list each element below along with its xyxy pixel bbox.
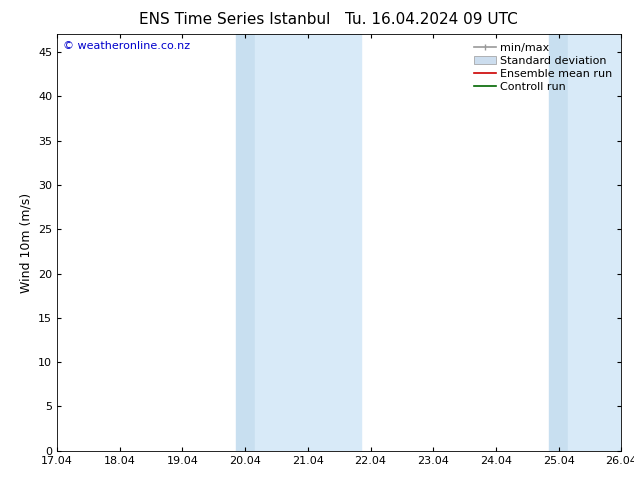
Text: Tu. 16.04.2024 09 UTC: Tu. 16.04.2024 09 UTC xyxy=(345,12,517,27)
Bar xyxy=(549,34,568,451)
Text: ENS Time Series Istanbul: ENS Time Series Istanbul xyxy=(139,12,330,27)
Y-axis label: Wind 10m (m/s): Wind 10m (m/s) xyxy=(20,193,32,293)
Bar xyxy=(568,34,621,451)
Legend: min/max, Standard deviation, Ensemble mean run, Controll run: min/max, Standard deviation, Ensemble me… xyxy=(470,40,616,95)
Text: © weatheronline.co.nz: © weatheronline.co.nz xyxy=(63,41,190,50)
Bar xyxy=(236,34,254,451)
Bar xyxy=(254,34,361,451)
